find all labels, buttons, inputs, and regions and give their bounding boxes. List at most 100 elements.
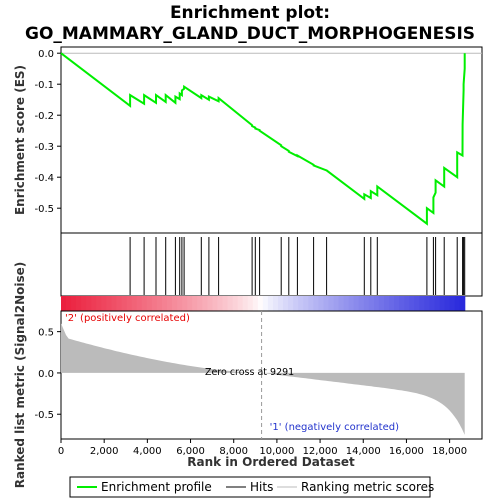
rank-bar-segment (187, 296, 193, 311)
rank-bar-segment (374, 296, 380, 311)
rank-bar-segment (440, 296, 446, 311)
rank-bar-segment (334, 296, 340, 311)
metric-tick-label: 0.5 (38, 328, 54, 339)
rank-bar-segment (76, 296, 82, 311)
rank-bar-segment (157, 296, 163, 311)
rank-bar-segment (359, 296, 365, 311)
x-tick-label: 0 (58, 446, 64, 457)
rank-bar-segment (429, 296, 435, 311)
rank-bar-segment (86, 296, 92, 311)
legend-label-hits: Hits (250, 480, 273, 494)
legend-label-enrichment: Enrichment profile (101, 480, 212, 494)
rank-bar-segment (339, 296, 345, 311)
rank-bar-segment (162, 296, 168, 311)
rank-bar-segment (112, 296, 118, 311)
rank-bar-segment (132, 296, 138, 311)
rank-bar-segment (389, 296, 395, 311)
metric-y-ticks: 0.5 0.0 -0.5 (34, 328, 61, 422)
rank-bar-segment (419, 296, 425, 311)
es-tick-label: -0.5 (34, 204, 54, 215)
rank-bar-segment (61, 296, 67, 311)
rank-bar-segment (263, 296, 269, 311)
rank-bar-segment (329, 296, 335, 311)
rank-bar-segment (298, 296, 304, 311)
rank-bar-segment (127, 296, 133, 311)
rank-bar-segment (354, 296, 360, 311)
es-tick-label: 0.0 (38, 49, 54, 60)
rank-bar-segment (288, 296, 294, 311)
rank-bar-segment (142, 296, 148, 311)
rank-bar-segment (137, 296, 143, 311)
rank-bar-segment (167, 296, 173, 311)
legend-label-metric: Ranking metric scores (301, 480, 434, 494)
rank-bar-segment (384, 296, 390, 311)
rank-bar-segment (177, 296, 183, 311)
rank-bar-segment (223, 296, 229, 311)
chart-title-line1: Enrichment plot: (170, 3, 330, 23)
es-tick-label: -0.1 (34, 80, 54, 91)
rank-bar-segment (106, 296, 112, 311)
rank-bar-segment (172, 296, 178, 311)
rank-bar-segment (414, 296, 420, 311)
rank-bar-segment (409, 296, 415, 311)
rank-bar-segment (147, 296, 153, 311)
rank-bar-segment (243, 296, 249, 311)
rank-bar-segment (152, 296, 158, 311)
rank-bar-segment (394, 296, 400, 311)
rank-bar-segment (207, 296, 213, 311)
rank-bar-segment (228, 296, 234, 311)
rank-bar-segment (268, 296, 274, 311)
x-axis-title: Rank in Ordered Dataset (187, 455, 355, 469)
chart-title-line2: GO_MAMMARY_GLAND_DUCT_MORPHOGENESIS (25, 24, 475, 44)
rank-bar-segment (364, 296, 370, 311)
rank-bar-segment (349, 296, 355, 311)
rank-bar-segment (91, 296, 97, 311)
ranking-color-bar (61, 296, 465, 311)
es-y-ticks: 0.0 -0.1 -0.2 -0.3 -0.4 -0.5 (34, 49, 61, 215)
rank-bar-segment (233, 296, 239, 311)
es-y-axis-title: Enrichment score (ES) (13, 65, 27, 215)
x-tick-label: 4,000 (133, 446, 162, 457)
rank-bar-segment (202, 296, 208, 311)
rank-bar-segment (248, 296, 254, 311)
rank-bar-segment (66, 296, 72, 311)
es-tick-label: -0.4 (34, 173, 54, 184)
metric-tick-label: 0.0 (38, 369, 54, 380)
es-panel (61, 47, 482, 233)
metric-tick-label: -0.5 (34, 410, 54, 421)
rank-bar-segment (101, 296, 107, 311)
rank-bar-segment (303, 296, 309, 311)
es-tick-label: -0.3 (34, 142, 54, 153)
metric-y-axis-title: Ranked list metric (Signal2Noise) (13, 262, 27, 489)
rank-bar-segment (313, 296, 319, 311)
rank-bar-segment (273, 296, 279, 311)
rank-bar-segment (117, 296, 123, 311)
rank-bar-segment (424, 296, 430, 311)
rank-bar-segment (460, 296, 466, 311)
x-tick-label: 18,000 (432, 446, 467, 457)
rank-bar-segment (217, 296, 223, 311)
rank-bar-segment (445, 296, 451, 311)
zero-cross-label: Zero cross at 9291 (205, 367, 294, 378)
rank-bar-segment (238, 296, 244, 311)
rank-bar-segment (81, 296, 87, 311)
negative-correlation-label: '1' (negatively correlated) (270, 422, 399, 433)
rank-bar-segment (308, 296, 314, 311)
x-tick-label: 2,000 (90, 446, 119, 457)
rank-bar-segment (379, 296, 385, 311)
rank-bar-segment (318, 296, 324, 311)
rank-bar-segment (278, 296, 284, 311)
rank-bar-segment (253, 296, 259, 311)
rank-bar-segment (197, 296, 203, 311)
rank-bar-segment (71, 296, 77, 311)
rank-bar-segment (122, 296, 128, 311)
rank-bar-segment (404, 296, 410, 311)
rank-bar-segment (258, 296, 264, 311)
rank-bar-segment (399, 296, 405, 311)
es-tick-label: -0.2 (34, 111, 54, 122)
rank-bar-segment (192, 296, 198, 311)
rank-bar-segment (434, 296, 440, 311)
rank-bar-segment (455, 296, 461, 311)
hits-panel (61, 233, 482, 296)
